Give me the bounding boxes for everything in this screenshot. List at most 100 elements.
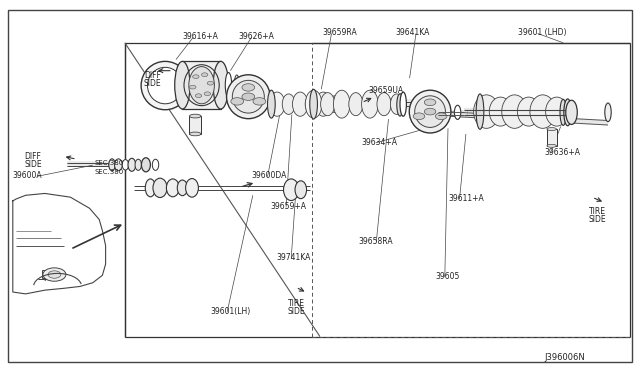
Text: 39626+A: 39626+A — [239, 32, 275, 41]
Ellipse shape — [336, 95, 342, 115]
Ellipse shape — [227, 75, 270, 119]
Text: SEC.380: SEC.380 — [95, 169, 124, 175]
Ellipse shape — [476, 94, 484, 129]
Ellipse shape — [232, 80, 264, 113]
Ellipse shape — [349, 93, 363, 116]
Text: SIDE: SIDE — [288, 307, 306, 316]
Text: DIFF: DIFF — [24, 152, 41, 161]
Ellipse shape — [400, 92, 406, 116]
Circle shape — [195, 94, 202, 97]
Ellipse shape — [128, 158, 136, 171]
Ellipse shape — [225, 73, 232, 98]
Ellipse shape — [333, 90, 350, 118]
Text: TIRE: TIRE — [589, 207, 606, 216]
Ellipse shape — [415, 96, 445, 127]
Circle shape — [48, 271, 61, 278]
Circle shape — [207, 81, 214, 85]
Text: 39600DA: 39600DA — [252, 171, 287, 180]
Ellipse shape — [175, 61, 190, 109]
Ellipse shape — [547, 128, 557, 131]
Text: SIDE: SIDE — [24, 160, 42, 169]
Text: 39601 (LHD): 39601 (LHD) — [518, 28, 567, 37]
Ellipse shape — [141, 61, 189, 110]
Circle shape — [242, 84, 255, 91]
Ellipse shape — [397, 94, 403, 116]
Ellipse shape — [518, 97, 540, 126]
Text: 39659UA: 39659UA — [368, 86, 403, 94]
Circle shape — [43, 268, 66, 281]
Ellipse shape — [305, 94, 318, 115]
Ellipse shape — [234, 75, 239, 95]
Ellipse shape — [605, 103, 611, 122]
Ellipse shape — [115, 159, 122, 171]
Ellipse shape — [109, 159, 115, 171]
Ellipse shape — [295, 181, 307, 199]
Ellipse shape — [135, 159, 141, 170]
Ellipse shape — [530, 95, 556, 128]
Ellipse shape — [545, 97, 568, 126]
Ellipse shape — [454, 105, 461, 119]
Ellipse shape — [269, 92, 285, 116]
Text: 39636+A: 39636+A — [544, 148, 580, 157]
Text: 39634+A: 39634+A — [362, 138, 397, 147]
Text: TIRE: TIRE — [288, 299, 305, 308]
Ellipse shape — [284, 179, 299, 201]
Ellipse shape — [564, 99, 572, 126]
Circle shape — [242, 93, 255, 100]
Ellipse shape — [292, 92, 308, 116]
Circle shape — [435, 113, 447, 120]
Text: 39611+A: 39611+A — [448, 194, 484, 203]
Text: SEC.380: SEC.380 — [95, 160, 124, 166]
Bar — [182, 61, 221, 109]
Ellipse shape — [153, 178, 167, 198]
Circle shape — [413, 113, 425, 120]
Text: 39658RA: 39658RA — [358, 237, 393, 246]
Ellipse shape — [213, 61, 228, 109]
Circle shape — [202, 73, 208, 77]
Bar — [547, 129, 557, 146]
Ellipse shape — [314, 94, 319, 115]
Text: SIDE: SIDE — [589, 215, 607, 224]
Ellipse shape — [141, 158, 150, 172]
Ellipse shape — [474, 95, 499, 128]
Text: 39641KA: 39641KA — [396, 28, 430, 37]
Text: 39600A: 39600A — [13, 171, 42, 180]
Text: 39605: 39605 — [435, 272, 460, 280]
Ellipse shape — [560, 99, 566, 125]
Bar — [189, 116, 201, 134]
Ellipse shape — [390, 94, 403, 115]
Ellipse shape — [148, 67, 183, 104]
Ellipse shape — [145, 179, 156, 197]
Ellipse shape — [310, 89, 317, 119]
Ellipse shape — [547, 144, 557, 147]
Ellipse shape — [268, 90, 275, 118]
Circle shape — [193, 75, 199, 78]
Ellipse shape — [305, 90, 322, 118]
Text: J396006N: J396006N — [544, 353, 585, 362]
Ellipse shape — [177, 180, 188, 196]
Circle shape — [424, 108, 436, 115]
Ellipse shape — [189, 67, 214, 104]
Text: 39616+A: 39616+A — [182, 32, 218, 41]
Text: DIFF: DIFF — [144, 71, 161, 80]
Circle shape — [189, 85, 196, 89]
Ellipse shape — [189, 132, 201, 136]
Ellipse shape — [316, 92, 331, 116]
Ellipse shape — [122, 160, 129, 170]
Ellipse shape — [186, 179, 198, 197]
Ellipse shape — [410, 90, 451, 133]
Ellipse shape — [282, 94, 295, 115]
Circle shape — [204, 92, 211, 96]
Ellipse shape — [321, 93, 335, 116]
Text: 39659RA: 39659RA — [322, 28, 356, 37]
Text: 39741KA: 39741KA — [276, 253, 311, 262]
Ellipse shape — [152, 159, 159, 170]
Text: 39659+A: 39659+A — [271, 202, 307, 211]
Ellipse shape — [189, 114, 201, 118]
Circle shape — [253, 97, 266, 105]
Ellipse shape — [502, 95, 527, 128]
Circle shape — [424, 99, 436, 106]
Ellipse shape — [490, 97, 512, 126]
Ellipse shape — [377, 93, 391, 116]
Text: SIDE: SIDE — [144, 79, 162, 88]
